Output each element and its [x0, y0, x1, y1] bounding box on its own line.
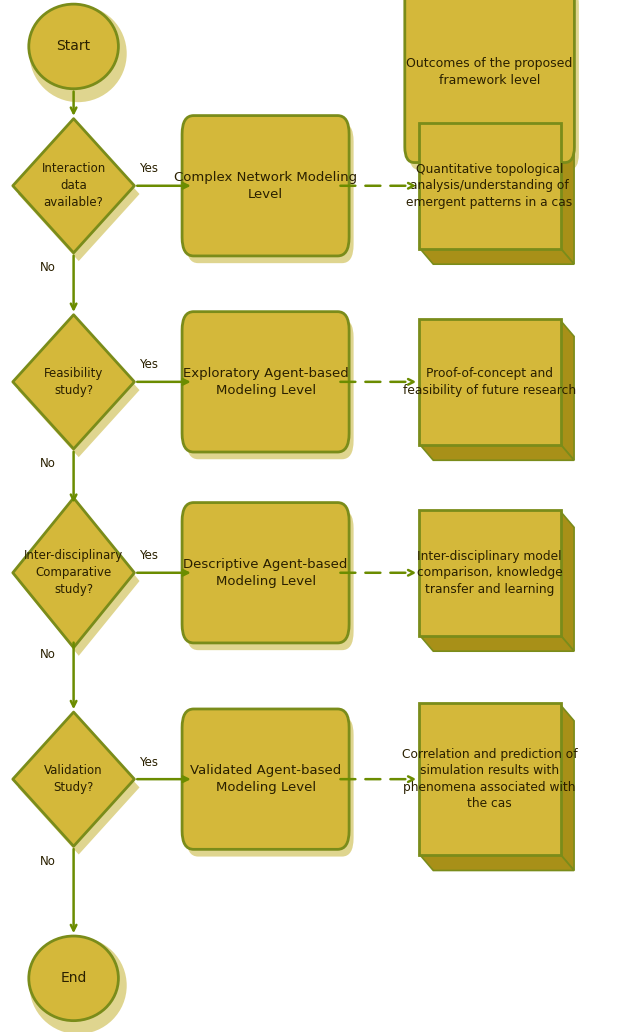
Text: Descriptive Agent-based
Modeling Level: Descriptive Agent-based Modeling Level: [184, 557, 348, 588]
Polygon shape: [13, 119, 134, 253]
Text: End: End: [60, 971, 87, 986]
FancyBboxPatch shape: [182, 709, 349, 849]
Text: Proof-of-concept and
feasibility of future research: Proof-of-concept and feasibility of futu…: [403, 367, 576, 396]
Text: Yes: Yes: [140, 549, 159, 562]
FancyBboxPatch shape: [419, 123, 561, 249]
Ellipse shape: [29, 937, 127, 1032]
Polygon shape: [419, 854, 574, 871]
Text: Exploratory Agent-based
Modeling Level: Exploratory Agent-based Modeling Level: [183, 366, 348, 397]
FancyBboxPatch shape: [187, 319, 354, 459]
Polygon shape: [18, 720, 140, 854]
Polygon shape: [18, 506, 140, 656]
Text: Correlation and prediction of
simulation results with
phenomena associated with
: Correlation and prediction of simulation…: [402, 748, 577, 810]
Text: No: No: [40, 261, 56, 275]
FancyBboxPatch shape: [419, 510, 561, 636]
FancyBboxPatch shape: [182, 503, 349, 643]
Text: Quantitative topological
analysis/understanding of
emergent patterns in a cas: Quantitative topological analysis/unders…: [406, 163, 573, 208]
Text: Inter-disciplinary
Comparative
study?: Inter-disciplinary Comparative study?: [24, 549, 124, 596]
Text: Outcomes of the proposed
framework level: Outcomes of the proposed framework level: [406, 57, 573, 88]
Polygon shape: [18, 127, 140, 261]
Text: No: No: [40, 648, 56, 662]
Text: Inter-disciplinary model
comparison, knowledge
transfer and learning: Inter-disciplinary model comparison, kno…: [417, 550, 563, 595]
Polygon shape: [13, 497, 134, 648]
Ellipse shape: [29, 936, 118, 1021]
Text: Yes: Yes: [140, 755, 159, 769]
FancyBboxPatch shape: [187, 123, 354, 263]
Ellipse shape: [29, 4, 118, 89]
FancyBboxPatch shape: [419, 319, 561, 445]
Text: Start: Start: [56, 39, 91, 54]
Polygon shape: [13, 712, 134, 846]
Polygon shape: [560, 320, 574, 460]
Polygon shape: [560, 704, 574, 871]
FancyBboxPatch shape: [419, 704, 561, 854]
FancyBboxPatch shape: [182, 116, 349, 256]
FancyBboxPatch shape: [410, 0, 579, 169]
FancyBboxPatch shape: [182, 312, 349, 452]
Text: Feasibility
study?: Feasibility study?: [44, 366, 103, 397]
Text: Interaction
data
available?: Interaction data available?: [42, 162, 106, 209]
FancyBboxPatch shape: [187, 716, 354, 857]
Text: No: No: [40, 854, 56, 868]
Ellipse shape: [29, 5, 127, 102]
FancyBboxPatch shape: [404, 0, 575, 162]
Polygon shape: [419, 635, 574, 651]
Polygon shape: [419, 248, 574, 264]
Text: Complex Network Modeling
Level: Complex Network Modeling Level: [174, 170, 357, 201]
Text: Validation
Study?: Validation Study?: [44, 764, 103, 795]
Text: Yes: Yes: [140, 358, 159, 372]
Polygon shape: [419, 444, 574, 460]
Polygon shape: [18, 323, 140, 457]
Text: Validated Agent-based
Modeling Level: Validated Agent-based Modeling Level: [190, 764, 341, 795]
Polygon shape: [13, 315, 134, 449]
Text: Yes: Yes: [140, 162, 159, 175]
Text: No: No: [40, 457, 56, 471]
Polygon shape: [560, 124, 574, 264]
Polygon shape: [560, 511, 574, 651]
FancyBboxPatch shape: [187, 510, 354, 650]
